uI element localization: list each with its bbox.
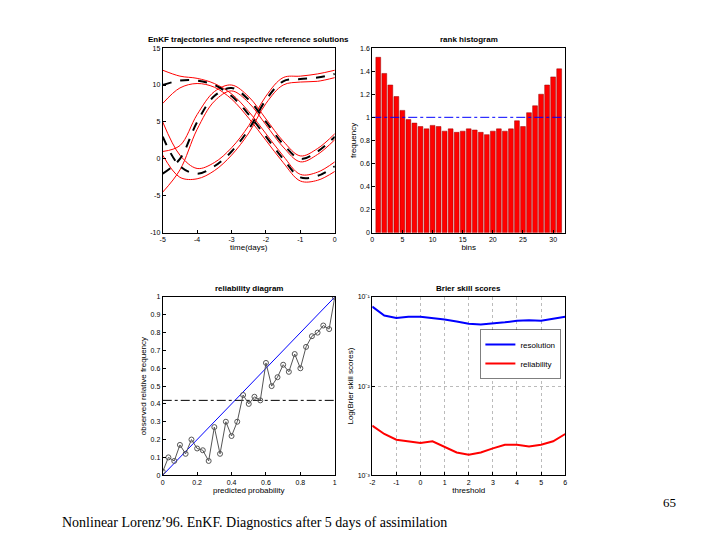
svg-text:0.6: 0.6 bbox=[360, 160, 370, 167]
svg-text:1.6: 1.6 bbox=[360, 45, 370, 52]
svg-text:3: 3 bbox=[491, 479, 495, 486]
svg-text:-2: -2 bbox=[263, 236, 269, 243]
svg-text:30: 30 bbox=[549, 236, 557, 243]
svg-text:0.4: 0.4 bbox=[360, 183, 370, 190]
svg-text:0.9: 0.9 bbox=[151, 311, 161, 318]
svg-text:-1: -1 bbox=[297, 236, 303, 243]
svg-text:0: 0 bbox=[156, 472, 160, 479]
svg-text:1: 1 bbox=[443, 479, 447, 486]
svg-text:10⁻²: 10⁻² bbox=[358, 383, 371, 390]
svg-text:25: 25 bbox=[519, 236, 527, 243]
svg-text:0.2: 0.2 bbox=[192, 479, 202, 486]
svg-text:resolution: resolution bbox=[520, 341, 555, 350]
svg-text:0.8: 0.8 bbox=[296, 479, 306, 486]
svg-text:-5: -5 bbox=[160, 236, 166, 243]
svg-text:10: 10 bbox=[429, 236, 437, 243]
svg-text:5: 5 bbox=[156, 118, 160, 125]
svg-text:threshold: threshold bbox=[452, 486, 485, 495]
svg-text:65: 65 bbox=[663, 495, 676, 510]
svg-text:-3: -3 bbox=[228, 236, 234, 243]
svg-text:1.2: 1.2 bbox=[360, 91, 370, 98]
svg-text:1: 1 bbox=[366, 114, 370, 121]
svg-text:-10: -10 bbox=[150, 229, 160, 236]
svg-text:Brier skill scores: Brier skill scores bbox=[436, 284, 501, 293]
svg-text:1: 1 bbox=[156, 293, 160, 300]
svg-text:rank histogram: rank histogram bbox=[440, 35, 498, 44]
svg-text:0.6: 0.6 bbox=[261, 479, 271, 486]
svg-text:20: 20 bbox=[489, 236, 497, 243]
svg-text:0: 0 bbox=[161, 479, 165, 486]
svg-text:reliability: reliability bbox=[520, 360, 551, 369]
svg-text:-4: -4 bbox=[194, 236, 200, 243]
svg-text:-5: -5 bbox=[154, 192, 160, 199]
svg-text:frequency: frequency bbox=[349, 123, 358, 158]
svg-text:bins: bins bbox=[461, 243, 476, 252]
svg-text:0.1: 0.1 bbox=[151, 454, 161, 461]
svg-text:0.8: 0.8 bbox=[151, 329, 161, 336]
svg-text:EnKF trajectories and respecti: EnKF trajectories and respective referen… bbox=[148, 35, 349, 44]
svg-text:0.7: 0.7 bbox=[151, 347, 161, 354]
svg-text:0: 0 bbox=[419, 479, 423, 486]
svg-text:0: 0 bbox=[370, 236, 374, 243]
svg-text:-1: -1 bbox=[393, 479, 399, 486]
svg-text:5: 5 bbox=[539, 479, 543, 486]
svg-text:0: 0 bbox=[333, 236, 337, 243]
svg-text:10: 10 bbox=[153, 81, 161, 88]
svg-text:observed relative frequency: observed relative frequency bbox=[139, 337, 148, 435]
svg-text:0.2: 0.2 bbox=[151, 436, 161, 443]
svg-text:1.4: 1.4 bbox=[360, 68, 370, 75]
svg-text:reliability diagram: reliability diagram bbox=[215, 284, 283, 293]
svg-text:15: 15 bbox=[459, 236, 467, 243]
svg-text:10⁻¹: 10⁻¹ bbox=[358, 293, 371, 300]
svg-text:10⁻³: 10⁻³ bbox=[358, 472, 371, 479]
svg-text:Nonlinear Lorenz’96. EnKF. Dia: Nonlinear Lorenz’96. EnKF. Diagnostics a… bbox=[62, 515, 447, 530]
svg-text:0.4: 0.4 bbox=[151, 400, 161, 407]
svg-text:1: 1 bbox=[333, 479, 337, 486]
svg-text:0.4: 0.4 bbox=[227, 479, 237, 486]
svg-text:2: 2 bbox=[467, 479, 471, 486]
svg-text:0.2: 0.2 bbox=[360, 206, 370, 213]
svg-text:0.8: 0.8 bbox=[360, 137, 370, 144]
svg-text:6: 6 bbox=[563, 479, 567, 486]
svg-text:4: 4 bbox=[515, 479, 519, 486]
svg-text:0.3: 0.3 bbox=[151, 418, 161, 425]
svg-text:0.5: 0.5 bbox=[151, 383, 161, 390]
svg-text:0: 0 bbox=[366, 229, 370, 236]
svg-text:0: 0 bbox=[156, 155, 160, 162]
svg-text:time(days): time(days) bbox=[230, 243, 268, 252]
svg-text:15: 15 bbox=[153, 45, 161, 52]
svg-text:-2: -2 bbox=[369, 479, 375, 486]
svg-text:predicted probability: predicted probability bbox=[213, 486, 285, 495]
svg-text:Log(Brier skill scores): Log(Brier skill scores) bbox=[346, 347, 355, 424]
svg-text:5: 5 bbox=[400, 236, 404, 243]
svg-text:0.6: 0.6 bbox=[151, 365, 161, 372]
